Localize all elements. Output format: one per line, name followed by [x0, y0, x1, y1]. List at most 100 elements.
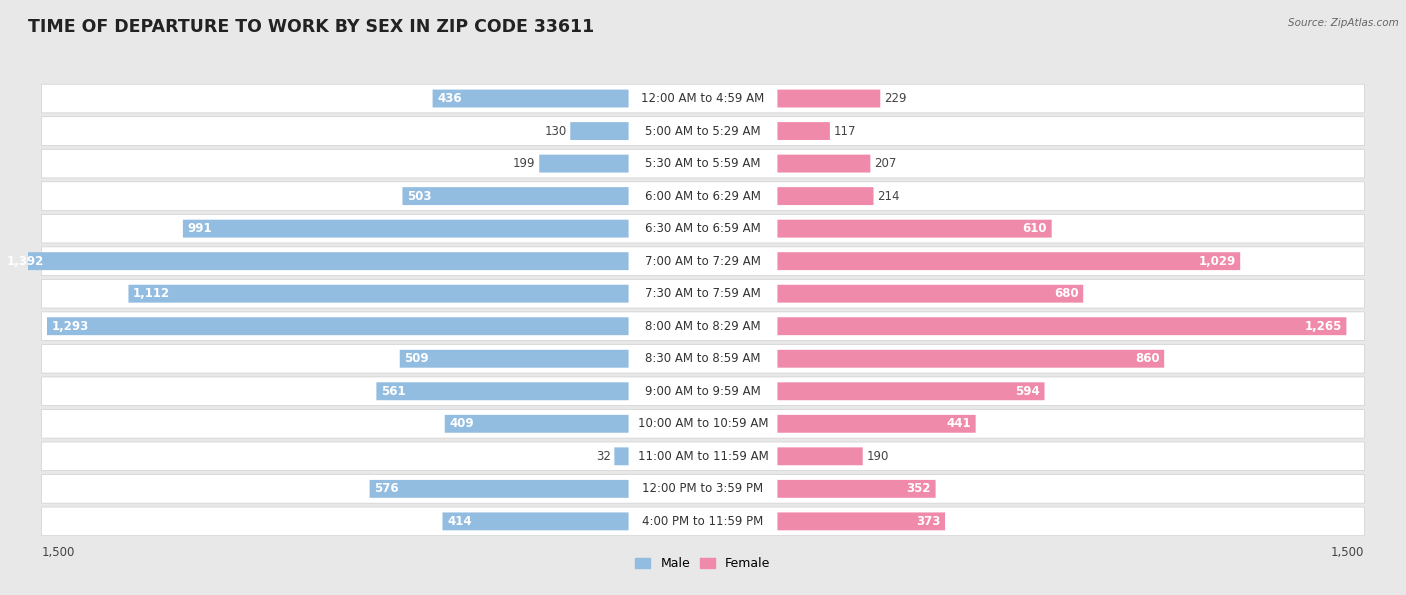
Text: 352: 352 — [907, 483, 931, 496]
FancyBboxPatch shape — [628, 120, 778, 142]
Text: 199: 199 — [513, 157, 536, 170]
Text: 214: 214 — [877, 190, 900, 203]
Text: 5:30 AM to 5:59 AM: 5:30 AM to 5:59 AM — [645, 157, 761, 170]
FancyBboxPatch shape — [628, 413, 778, 435]
Text: 229: 229 — [884, 92, 907, 105]
FancyBboxPatch shape — [444, 415, 628, 433]
FancyBboxPatch shape — [370, 480, 628, 498]
Text: 32: 32 — [596, 450, 610, 463]
Text: Source: ZipAtlas.com: Source: ZipAtlas.com — [1288, 18, 1399, 28]
Text: 509: 509 — [405, 352, 429, 365]
FancyBboxPatch shape — [540, 155, 628, 173]
Text: 11:00 AM to 11:59 AM: 11:00 AM to 11:59 AM — [638, 450, 768, 463]
FancyBboxPatch shape — [628, 153, 778, 174]
Text: 12:00 PM to 3:59 PM: 12:00 PM to 3:59 PM — [643, 483, 763, 496]
FancyBboxPatch shape — [778, 480, 935, 498]
FancyBboxPatch shape — [42, 117, 1364, 145]
Text: 117: 117 — [834, 124, 856, 137]
FancyBboxPatch shape — [628, 315, 778, 337]
Text: 10:00 AM to 10:59 AM: 10:00 AM to 10:59 AM — [638, 417, 768, 430]
Text: 503: 503 — [406, 190, 432, 203]
FancyBboxPatch shape — [628, 446, 778, 467]
Text: 1,500: 1,500 — [1331, 546, 1364, 559]
FancyBboxPatch shape — [42, 149, 1364, 178]
FancyBboxPatch shape — [628, 348, 778, 369]
Text: 576: 576 — [374, 483, 399, 496]
FancyBboxPatch shape — [628, 283, 778, 305]
FancyBboxPatch shape — [778, 90, 880, 108]
FancyBboxPatch shape — [628, 185, 778, 207]
FancyBboxPatch shape — [399, 350, 628, 368]
FancyBboxPatch shape — [42, 409, 1364, 438]
FancyBboxPatch shape — [128, 285, 628, 303]
FancyBboxPatch shape — [778, 383, 1045, 400]
Text: 6:00 AM to 6:29 AM: 6:00 AM to 6:29 AM — [645, 190, 761, 203]
FancyBboxPatch shape — [433, 90, 628, 108]
Text: 594: 594 — [1015, 385, 1040, 398]
FancyBboxPatch shape — [42, 345, 1364, 373]
FancyBboxPatch shape — [778, 252, 1240, 270]
FancyBboxPatch shape — [42, 247, 1364, 275]
Text: 1,392: 1,392 — [7, 255, 44, 268]
FancyBboxPatch shape — [628, 511, 778, 533]
FancyBboxPatch shape — [443, 512, 628, 530]
FancyBboxPatch shape — [402, 187, 628, 205]
FancyBboxPatch shape — [571, 122, 628, 140]
Text: 1,293: 1,293 — [52, 320, 89, 333]
Text: 5:00 AM to 5:29 AM: 5:00 AM to 5:29 AM — [645, 124, 761, 137]
Text: 9:00 AM to 9:59 AM: 9:00 AM to 9:59 AM — [645, 385, 761, 398]
Text: 561: 561 — [381, 385, 405, 398]
FancyBboxPatch shape — [778, 122, 830, 140]
Text: 991: 991 — [187, 222, 212, 235]
Text: 414: 414 — [447, 515, 471, 528]
FancyBboxPatch shape — [628, 218, 778, 240]
FancyBboxPatch shape — [778, 317, 1347, 335]
FancyBboxPatch shape — [778, 415, 976, 433]
Text: 12:00 AM to 4:59 AM: 12:00 AM to 4:59 AM — [641, 92, 765, 105]
FancyBboxPatch shape — [3, 252, 628, 270]
FancyBboxPatch shape — [377, 383, 628, 400]
FancyBboxPatch shape — [42, 377, 1364, 406]
FancyBboxPatch shape — [183, 220, 628, 237]
FancyBboxPatch shape — [42, 182, 1364, 211]
Text: 436: 436 — [437, 92, 461, 105]
Text: 1,029: 1,029 — [1198, 255, 1236, 268]
FancyBboxPatch shape — [42, 507, 1364, 536]
FancyBboxPatch shape — [614, 447, 628, 465]
Text: 1,500: 1,500 — [42, 546, 75, 559]
FancyBboxPatch shape — [42, 214, 1364, 243]
FancyBboxPatch shape — [42, 442, 1364, 471]
Legend: Male, Female: Male, Female — [636, 558, 770, 571]
FancyBboxPatch shape — [628, 380, 778, 402]
Text: 8:30 AM to 8:59 AM: 8:30 AM to 8:59 AM — [645, 352, 761, 365]
FancyBboxPatch shape — [42, 280, 1364, 308]
Text: 7:00 AM to 7:29 AM: 7:00 AM to 7:29 AM — [645, 255, 761, 268]
Text: 1,112: 1,112 — [134, 287, 170, 300]
FancyBboxPatch shape — [778, 285, 1083, 303]
FancyBboxPatch shape — [778, 350, 1164, 368]
Text: 190: 190 — [866, 450, 889, 463]
FancyBboxPatch shape — [42, 475, 1364, 503]
Text: 1,265: 1,265 — [1305, 320, 1341, 333]
FancyBboxPatch shape — [778, 447, 863, 465]
Text: 207: 207 — [875, 157, 897, 170]
Text: 6:30 AM to 6:59 AM: 6:30 AM to 6:59 AM — [645, 222, 761, 235]
Text: 441: 441 — [946, 417, 972, 430]
Text: 373: 373 — [917, 515, 941, 528]
Text: 860: 860 — [1135, 352, 1160, 365]
FancyBboxPatch shape — [778, 512, 945, 530]
Text: 130: 130 — [544, 124, 567, 137]
FancyBboxPatch shape — [628, 250, 778, 272]
Text: 409: 409 — [450, 417, 474, 430]
FancyBboxPatch shape — [778, 155, 870, 173]
FancyBboxPatch shape — [778, 220, 1052, 237]
FancyBboxPatch shape — [628, 87, 778, 109]
FancyBboxPatch shape — [46, 317, 628, 335]
Text: 7:30 AM to 7:59 AM: 7:30 AM to 7:59 AM — [645, 287, 761, 300]
Text: 4:00 PM to 11:59 PM: 4:00 PM to 11:59 PM — [643, 515, 763, 528]
Text: 610: 610 — [1022, 222, 1047, 235]
FancyBboxPatch shape — [778, 187, 873, 205]
FancyBboxPatch shape — [42, 84, 1364, 113]
FancyBboxPatch shape — [42, 312, 1364, 340]
Text: TIME OF DEPARTURE TO WORK BY SEX IN ZIP CODE 33611: TIME OF DEPARTURE TO WORK BY SEX IN ZIP … — [28, 18, 595, 36]
